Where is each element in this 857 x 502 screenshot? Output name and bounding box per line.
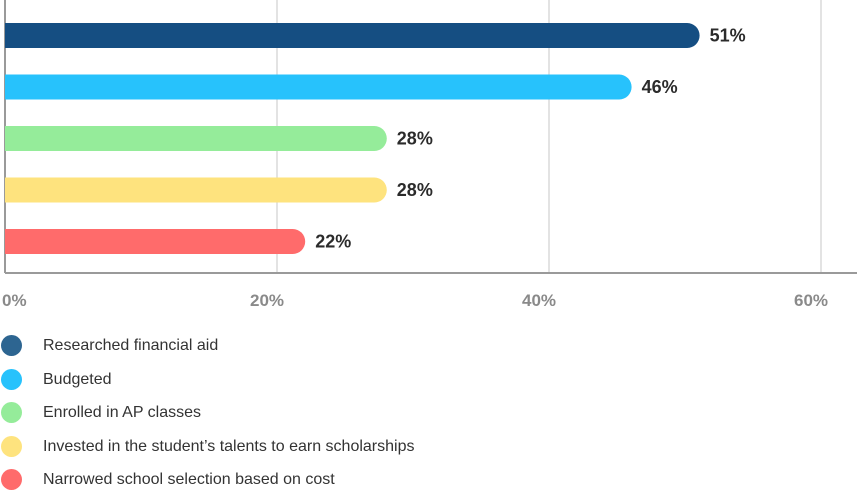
legend-label: Narrowed school selection based on cost — [43, 471, 335, 488]
bar — [5, 177, 387, 203]
bars — [5, 23, 700, 254]
value-labels: 51% 46% 28% 28% 22% — [315, 26, 745, 252]
legend-label: Invested in the student’s talents to ear… — [43, 437, 415, 455]
legend-item: Invested in the student’s talents to ear… — [0, 435, 857, 469]
bar — [5, 74, 632, 100]
legend-label: Researched financial aid — [43, 337, 219, 354]
legend-label: Enrolled in AP classes — [43, 404, 202, 421]
bar-value-label: 28% — [397, 129, 433, 149]
bar-chart: 51% 46% 28% 28% 22% 0% 20% 40% 60% — [2, 0, 857, 310]
x-tick-labels: 0% 20% 40% 60% — [2, 291, 828, 310]
bar-value-label: 28% — [397, 180, 433, 200]
legend-label: Budgeted — [43, 370, 112, 388]
bar-value-label: 51% — [710, 26, 746, 46]
legend-item: Narrowed school selection based on cost — [0, 468, 857, 502]
bar — [5, 229, 306, 254]
legend-item: Budgeted — [0, 368, 857, 402]
legend: Researched financial aid Budgeted Enrolled… — [0, 334, 857, 502]
x-tick-label: 40% — [522, 291, 556, 310]
legend-item: Researched financial aid — [0, 334, 857, 368]
legend-marker — [1, 368, 22, 390]
legend-marker — [1, 469, 22, 490]
bar — [5, 126, 387, 151]
bar-value-label: 22% — [315, 232, 351, 252]
legend-item: Enrolled in AP classes — [0, 401, 857, 435]
bar — [5, 23, 700, 48]
legend-marker — [1, 435, 22, 457]
legend-marker — [1, 335, 22, 356]
legend-marker — [1, 402, 22, 423]
x-tick-label: 60% — [794, 291, 828, 310]
bar-value-label: 46% — [642, 77, 678, 97]
x-tick-label: 0% — [2, 291, 27, 310]
x-tick-label: 20% — [250, 291, 284, 310]
